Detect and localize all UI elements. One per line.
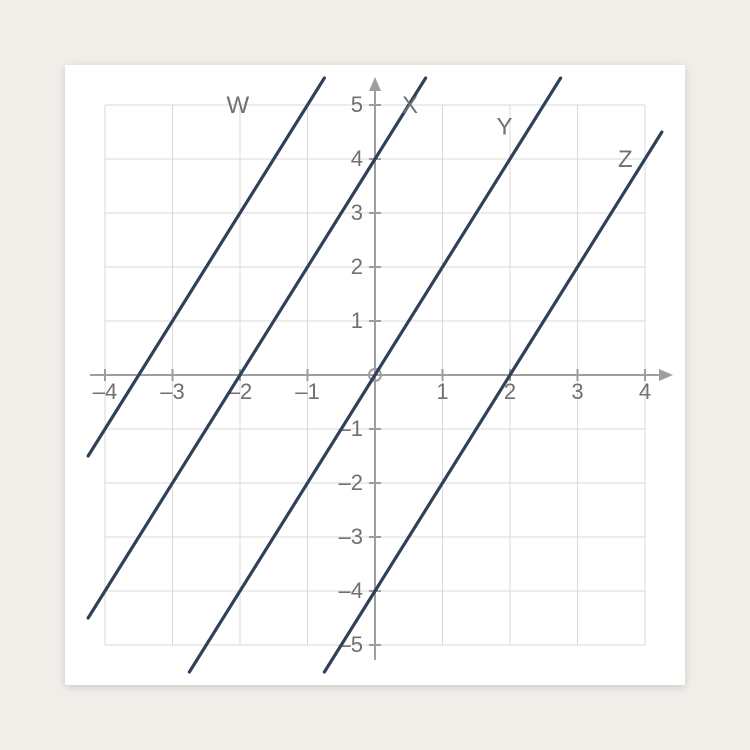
svg-text:–1: –1	[295, 379, 319, 404]
svg-text:–4: –4	[339, 578, 363, 603]
svg-text:2: 2	[351, 254, 363, 279]
svg-text:–4: –4	[93, 379, 117, 404]
svg-text:5: 5	[351, 92, 363, 117]
svg-text:1: 1	[436, 379, 448, 404]
svg-text:4: 4	[351, 146, 363, 171]
svg-text:Y: Y	[497, 114, 513, 141]
svg-text:4: 4	[639, 379, 651, 404]
svg-text:3: 3	[351, 200, 363, 225]
svg-text:–3: –3	[160, 379, 184, 404]
svg-text:W: W	[227, 92, 250, 119]
svg-text:X: X	[402, 92, 418, 119]
svg-text:–3: –3	[339, 524, 363, 549]
svg-text:1: 1	[351, 308, 363, 333]
chart-frame: –4–3–2–11234–5–4–3–2–112345WXYZ	[65, 65, 685, 685]
svg-text:–2: –2	[339, 470, 363, 495]
svg-text:Z: Z	[618, 146, 633, 173]
parallel-lines-chart: –4–3–2–11234–5–4–3–2–112345WXYZ	[65, 65, 685, 685]
svg-text:3: 3	[571, 379, 583, 404]
